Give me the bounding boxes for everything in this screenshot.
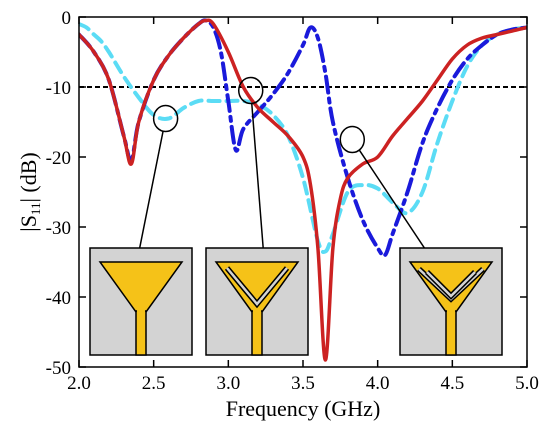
series-line-dashed	[79, 22, 527, 255]
antenna-slot	[426, 271, 476, 298]
x-tick-label: 3.5	[291, 373, 315, 394]
antenna-inset	[89, 247, 193, 356]
x-tick-label: 4.5	[440, 373, 464, 394]
marker-ellipse	[152, 104, 179, 133]
series-line-dash-dot	[79, 18, 527, 258]
antenna-inset	[205, 247, 309, 356]
x-axis-title: Frequency (GHz)	[226, 396, 381, 421]
x-tick-label: 4.0	[366, 373, 390, 394]
antenna-feed	[445, 310, 457, 356]
y-axis-title: |S11| (dB)	[16, 152, 43, 231]
antenna-slot	[226, 267, 288, 306]
antenna-inset	[399, 247, 503, 356]
y-tick-label: -50	[46, 358, 71, 379]
x-tick-label: 3.0	[216, 373, 240, 394]
antenna-joint	[447, 309, 455, 313]
x-tick-label: 5.0	[515, 373, 539, 394]
tick-layer: 2.0 2.5 3.0 3.5 4.0 4.5 5.0 0 -10 -20 -30 -40 -50	[46, 8, 539, 394]
x-tick-label: 2.5	[142, 373, 166, 394]
antenna-feed	[251, 310, 263, 356]
plot-content	[79, 18, 527, 362]
antenna-joint	[137, 309, 145, 313]
series-line-solid	[79, 18, 527, 362]
x-tick-label: 2.0	[67, 373, 91, 394]
antenna-feed	[135, 310, 147, 356]
y-tick-label: 0	[62, 8, 72, 29]
y-tick-label: -20	[46, 148, 71, 169]
inset-layer	[89, 247, 503, 356]
marker-ellipse	[237, 76, 264, 105]
marker-ellipse	[339, 125, 366, 154]
antenna-joint	[253, 309, 261, 313]
y-tick-label: -30	[46, 218, 71, 239]
y-tick-label: -10	[46, 78, 71, 99]
y-tick-label: -40	[46, 288, 71, 309]
